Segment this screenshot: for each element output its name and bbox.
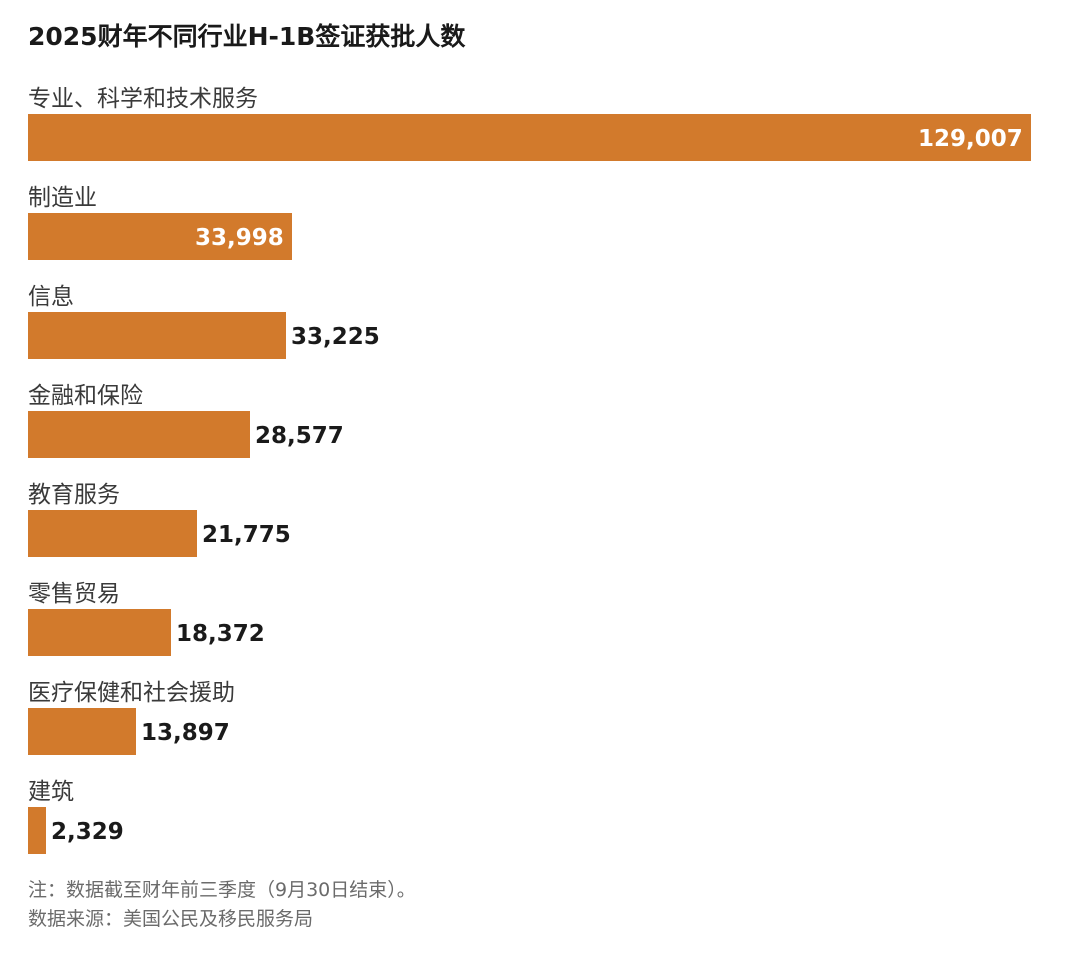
value-label: 13,897 [141, 720, 230, 746]
footnote: 注：数据截至财年前三季度（9月30日结束）。 [28, 879, 416, 901]
bar [28, 708, 136, 755]
category-label: 教育服务 [28, 482, 120, 508]
value-label: 129,007 [918, 126, 1023, 152]
value-label: 21,775 [202, 522, 291, 548]
value-label: 33,998 [195, 225, 284, 251]
category-label: 制造业 [28, 185, 97, 211]
category-label: 医疗保健和社会援助 [28, 680, 235, 706]
category-label: 专业、科学和技术服务 [28, 86, 258, 112]
category-label: 信息 [28, 284, 74, 310]
category-label: 零售贸易 [28, 581, 120, 607]
value-label: 28,577 [255, 423, 344, 449]
chart-footer: 注：数据截至财年前三季度（9月30日结束）。 数据来源：美国公民及移民服务局 [28, 876, 416, 934]
bar [28, 213, 292, 260]
category-label: 建筑 [28, 779, 74, 805]
bar [28, 411, 250, 458]
bar [28, 510, 197, 557]
chart-title: 2025财年不同行业H-1B签证获批人数 [28, 22, 466, 51]
value-label: 18,372 [176, 621, 265, 647]
category-label: 金融和保险 [28, 383, 143, 409]
value-label: 33,225 [291, 324, 380, 350]
bar [28, 114, 1031, 161]
value-label: 2,329 [51, 819, 124, 845]
source-note: 数据来源：美国公民及移民服务局 [28, 908, 314, 930]
bar [28, 807, 46, 854]
bar [28, 312, 286, 359]
bar [28, 609, 171, 656]
